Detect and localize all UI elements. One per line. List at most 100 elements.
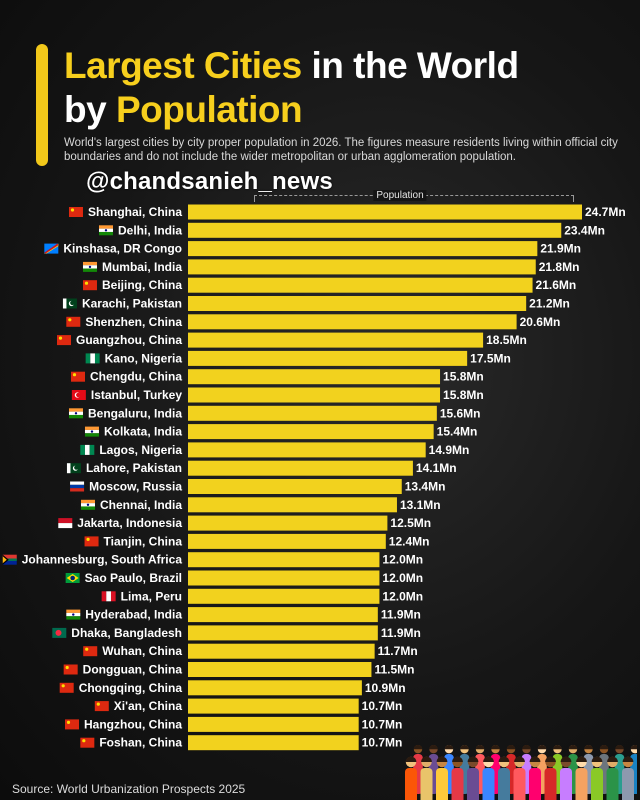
country-flag-icon: [83, 646, 98, 657]
bar: [188, 369, 441, 385]
title-highlight-2: Population: [115, 89, 303, 130]
bar: [188, 662, 372, 677]
bar: [188, 533, 386, 549]
bar-row: Shanghai, China 24.7Mn: [68, 204, 626, 220]
bar: [188, 424, 434, 440]
bar: [188, 698, 359, 714]
country-flag-icon: [44, 243, 59, 254]
country-flag-icon: [84, 426, 99, 437]
category-label: Hangzhou, China: [84, 717, 182, 731]
country-flag-icon: [94, 701, 109, 712]
bar-row: Lahore, Pakistan 14.1Mn: [66, 460, 457, 476]
category-label: Wuhan, China: [102, 644, 182, 658]
value-label: 10.7Mn: [362, 736, 403, 750]
bar-row: Jakarta, Indonesia 12.5Mn: [58, 515, 431, 531]
bar-row: Delhi, India 23.4Mn: [98, 222, 605, 238]
title-accent-bar: [36, 44, 48, 166]
bar: [188, 332, 484, 348]
bar-row: Foshan, China 10.7Mn: [80, 735, 403, 751]
bar: [188, 607, 378, 623]
country-flag-icon: [82, 280, 97, 291]
bar: [188, 680, 362, 696]
category-label: Foshan, China: [99, 736, 182, 750]
category-label: Jakarta, Indonesia: [77, 516, 182, 530]
category-label: Kolkata, India: [104, 425, 182, 439]
value-label: 23.4Mn: [564, 223, 605, 237]
bar: [188, 460, 413, 476]
category-label: Beijing, China: [102, 278, 182, 292]
bar-row: Dhaka, Bangladesh 11.9Mn: [52, 625, 421, 641]
category-label: Lahore, Pakistan: [86, 461, 182, 475]
category-label: Delhi, India: [118, 223, 182, 237]
value-label: 17.5Mn: [470, 351, 511, 365]
title-text-1: in the World: [301, 45, 519, 86]
value-label: 20.6Mn: [520, 315, 561, 329]
value-label: 11.9Mn: [381, 608, 421, 622]
value-label: 14.1Mn: [416, 461, 457, 475]
bar: [188, 259, 536, 275]
value-label: 15.8Mn: [443, 388, 484, 402]
bar-row: Wuhan, China 11.7Mn: [83, 643, 418, 659]
bar-row: Hyderabad, India 11.9Mn: [66, 607, 421, 623]
category-label: Karachi, Pakistan: [82, 297, 182, 311]
bar: [188, 588, 380, 604]
category-label: Shenzhen, China: [85, 315, 182, 329]
bar-row: Hangzhou, China 10.7Mn: [65, 716, 402, 732]
bar: [188, 735, 359, 751]
title-text-2: by: [64, 89, 116, 130]
bar-row: Dongguan, China 11.5Mn: [63, 662, 414, 677]
bar-row: Kolkata, India 15.4Mn: [84, 424, 478, 440]
country-flag-icon: [52, 627, 67, 638]
value-label: 21.6Mn: [536, 278, 577, 292]
value-label: 15.4Mn: [437, 425, 478, 439]
category-label: Lima, Peru: [121, 589, 182, 603]
page-title: Largest Cities in the World by Population: [64, 44, 624, 132]
category-label: Chongqing, China: [79, 681, 183, 695]
value-label: 21.2Mn: [529, 297, 570, 311]
category-label: Mumbai, India: [102, 260, 182, 274]
bar: [188, 625, 378, 641]
bar: [188, 643, 375, 659]
country-flag-icon: [66, 463, 81, 474]
bar-row: Chongqing, China 10.9Mn: [59, 680, 406, 696]
category-label: Shanghai, China: [88, 205, 182, 219]
value-label: 12.0Mn: [382, 553, 423, 567]
value-label: 21.8Mn: [539, 260, 580, 274]
value-label: 10.9Mn: [365, 681, 406, 695]
value-label: 12.4Mn: [389, 534, 430, 548]
country-flag-icon: [63, 664, 78, 675]
bar-row: Kano, Nigeria 17.5Mn: [85, 350, 511, 366]
value-label: 10.7Mn: [362, 699, 403, 713]
category-label: Tianjin, China: [104, 534, 183, 548]
value-label: 12.0Mn: [382, 571, 423, 585]
category-label: Hyderabad, India: [85, 608, 182, 622]
category-label: Dongguan, China: [83, 663, 183, 677]
bar: [188, 497, 397, 513]
value-label: 18.5Mn: [486, 333, 527, 347]
category-label: Bengaluru, India: [88, 406, 182, 420]
value-label: 13.1Mn: [400, 498, 441, 512]
category-label: Johannesburg, South Africa: [22, 553, 183, 567]
value-label: 13.4Mn: [405, 480, 446, 494]
bar-row: Shenzhen, China 20.6Mn: [66, 314, 561, 330]
country-flag-icon: [68, 207, 83, 217]
value-label: 11.7Mn: [378, 644, 418, 658]
bar-row: Bengaluru, India 15.6Mn: [68, 405, 481, 421]
country-flag-icon: [62, 298, 77, 309]
bar: [188, 570, 380, 586]
bar: [188, 515, 388, 531]
bar: [188, 350, 468, 366]
category-label: Istanbul, Turkey: [91, 388, 182, 402]
bar: [188, 277, 533, 293]
bar: [188, 479, 402, 494]
country-flag-icon: [71, 390, 86, 400]
bar: [188, 314, 517, 330]
bar: [188, 204, 582, 220]
country-flag-icon: [68, 408, 83, 419]
category-label: Moscow, Russia: [89, 480, 182, 494]
country-flag-icon: [85, 353, 100, 364]
value-label: 14.9Mn: [429, 443, 470, 457]
value-label: 12.5Mn: [390, 516, 431, 530]
category-label: Chennai, India: [100, 498, 182, 512]
